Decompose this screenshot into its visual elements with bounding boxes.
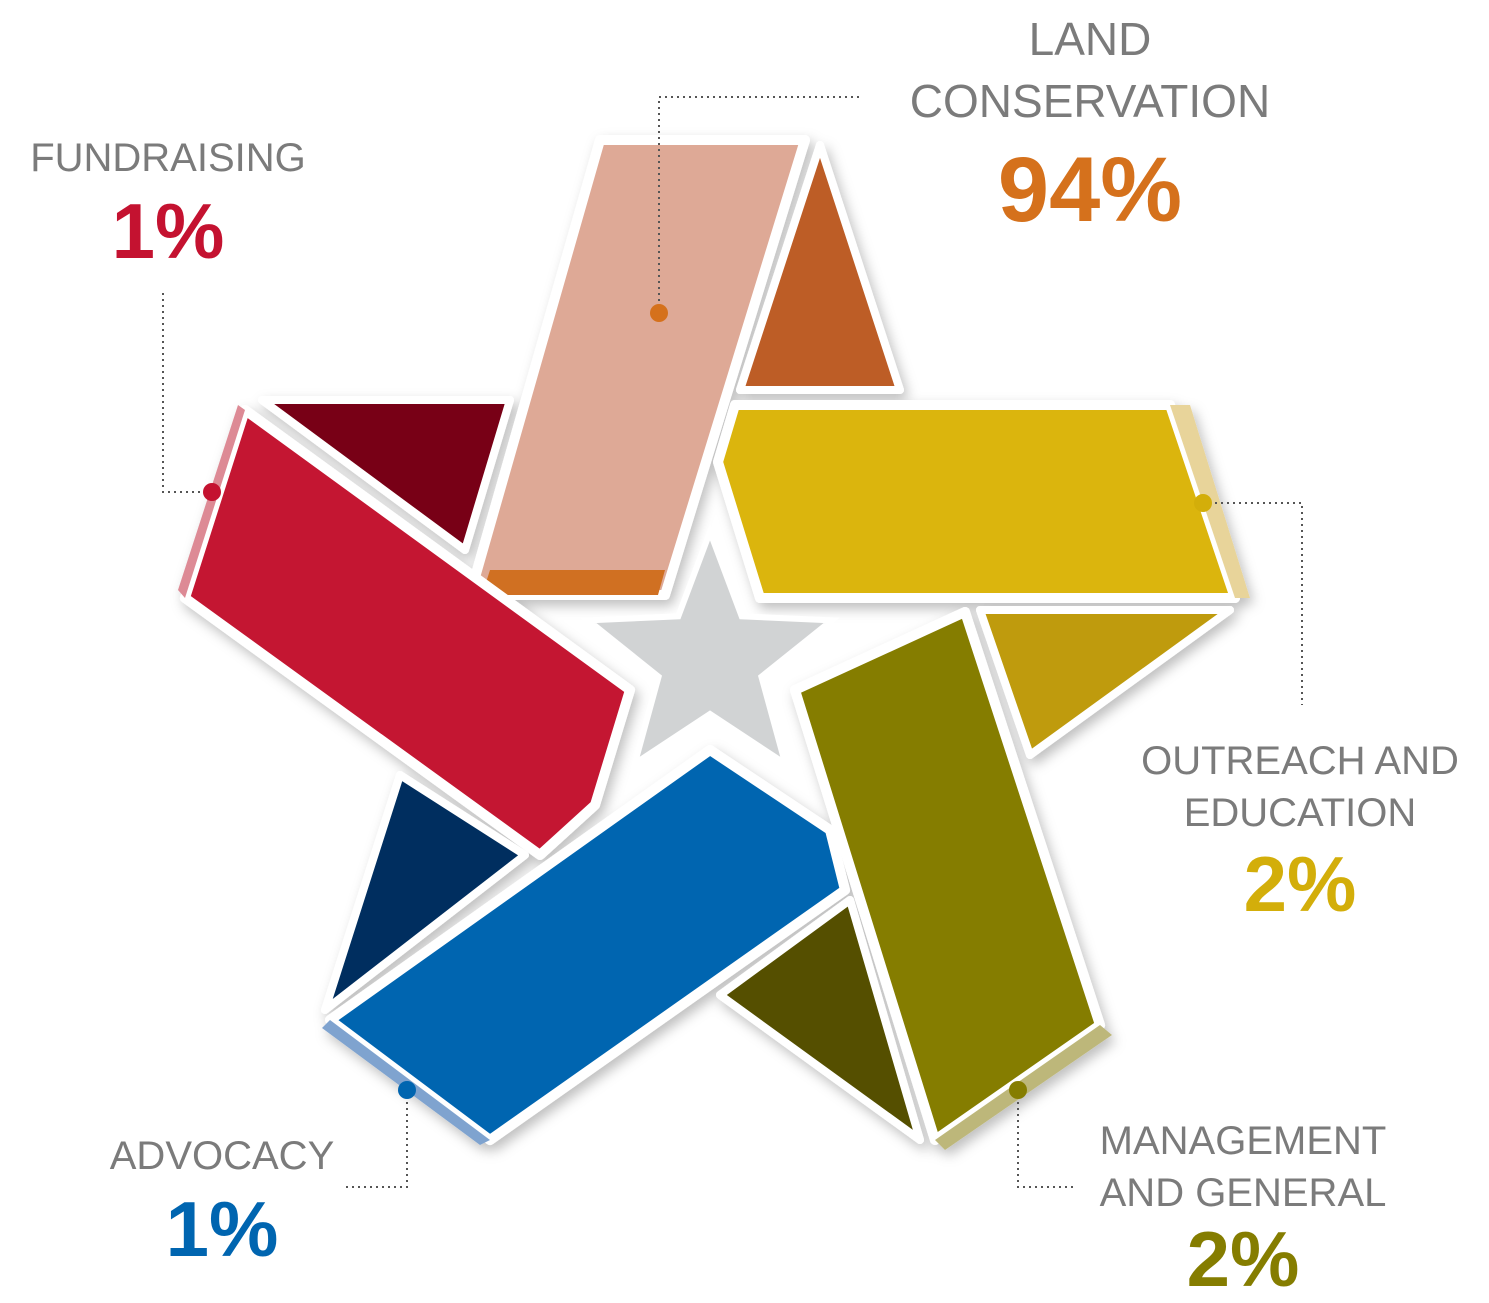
label-block: FUNDRAISING 1%: [0, 130, 338, 276]
value-label: 94%: [997, 139, 1183, 241]
band: [180, 405, 635, 860]
leader-line: [345, 1090, 408, 1188]
value-label: 2%: [1186, 1215, 1300, 1303]
label-block: MANAGEMENT AND GENERAL 2%: [1078, 1115, 1408, 1299]
band-shade: [258, 396, 514, 554]
band: [325, 745, 850, 1145]
leader-dot: [650, 304, 668, 322]
leader-dot: [203, 483, 221, 501]
band-shade: [736, 141, 904, 394]
band-shade: [321, 771, 529, 1014]
band: [713, 400, 1240, 603]
category-label: OUTREACH AND EDUCATION: [1141, 739, 1459, 835]
band-edge: [178, 405, 245, 598]
leader-dot: [1009, 1081, 1027, 1099]
leader-line: [162, 290, 212, 493]
leader-line: [1017, 1090, 1075, 1188]
star-shape: [178, 135, 1250, 1150]
leader-dot: [1194, 494, 1212, 512]
category-label: MANAGEMENT AND GENERAL: [1099, 1119, 1387, 1215]
band-edge: [482, 570, 665, 595]
label-block: LAND CONSERVATION 94%: [870, 8, 1310, 242]
band-shade: [976, 606, 1234, 759]
category-label: LAND CONSERVATION: [909, 13, 1271, 127]
center-star: [580, 523, 840, 771]
leader-dot: [398, 1081, 416, 1099]
category-label: ADVOCACY: [109, 1134, 335, 1178]
value-label: 2%: [1243, 840, 1357, 928]
value-label: 1%: [165, 1185, 279, 1273]
leader-line: [658, 96, 860, 313]
band-shade: [716, 896, 924, 1144]
label-block: ADVOCACY 1%: [52, 1128, 392, 1274]
label-block: OUTREACH AND EDUCATION 2%: [1120, 735, 1480, 929]
category-label: FUNDRAISING: [30, 136, 306, 180]
value-label: 1%: [111, 187, 225, 275]
band: [465, 135, 810, 600]
